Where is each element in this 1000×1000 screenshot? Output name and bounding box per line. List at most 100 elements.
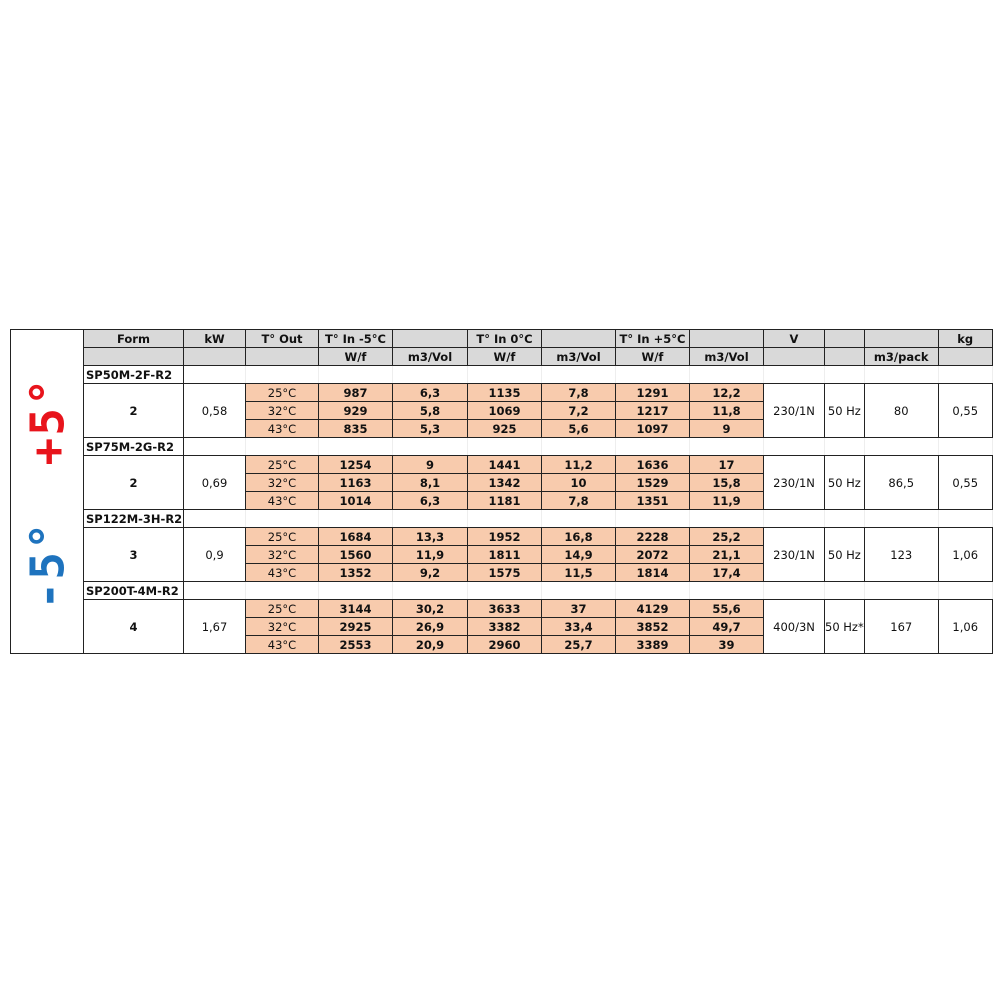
column-header: Form: [83, 329, 184, 348]
empty-cell: [183, 437, 246, 456]
value-cell: 3389: [615, 635, 690, 654]
empty-cell: [689, 437, 764, 456]
value-cell: 33,4: [541, 617, 616, 636]
empty-cell: [689, 509, 764, 528]
value-cell: 12,2: [689, 383, 764, 402]
value-cell: 11,8: [689, 401, 764, 420]
value-cell: 15,8: [689, 473, 764, 492]
kg-cell: 0,55: [937, 455, 993, 510]
header-row: +5° -5° Form kW T° Out T° In -5°C T° In 0°C T° …: [10, 329, 993, 654]
empty-cell: [689, 581, 764, 600]
value-cell: 25,2: [689, 527, 764, 546]
value-cell: 1014: [318, 491, 393, 510]
value-cell: 26,9: [392, 617, 468, 636]
column-header: [824, 329, 865, 348]
value-cell: 1181: [467, 491, 542, 510]
data-row: 43°C 2553 20,9 2960 25,7 3389 39: [11, 635, 993, 654]
value-cell: 1952: [467, 527, 542, 546]
empty-cell: [245, 365, 319, 384]
model-name: SP200T-4M-R2: [83, 581, 184, 600]
kw-cell: 1,67: [183, 599, 246, 654]
empty-cell: [467, 437, 542, 456]
column-subheader: m3/Vol: [689, 347, 764, 366]
value-cell: 2228: [615, 527, 690, 546]
empty-cell: [615, 365, 690, 384]
t-out-cell: 25°C: [245, 455, 319, 474]
m3-pack-cell: 86,5: [863, 455, 939, 510]
value-cell: 17,4: [689, 563, 764, 582]
data-row: 32°C 929 5,8 1069 7,2 1217 11,8: [11, 401, 993, 420]
data-row: 4 1,67 25°C 3144 30,2 3633 37 4129 55,6 400/3N 50 …: [11, 599, 993, 654]
empty-cell: [763, 581, 825, 600]
form-cell: 2: [83, 383, 184, 438]
empty-cell: [937, 509, 993, 528]
empty-cell: [824, 581, 865, 600]
value-cell: 11,9: [689, 491, 764, 510]
spec-table: +5° -5° Form kW T° Out T° In -5°C T° In 0°C T° …: [10, 329, 993, 654]
form-cell: 4: [83, 599, 184, 654]
column-subheader: [183, 347, 246, 366]
value-cell: 3852: [615, 617, 690, 636]
frequency-cell: 50 Hz: [824, 527, 865, 582]
empty-cell: [392, 437, 468, 456]
value-cell: 929: [318, 401, 393, 420]
value-cell: 1560: [318, 545, 393, 564]
column-header: T° In +5°C: [615, 329, 690, 348]
empty-cell: [615, 581, 690, 600]
empty-cell: [183, 509, 246, 528]
value-cell: 2553: [318, 635, 393, 654]
column-subheader: m3/Vol: [392, 347, 468, 366]
empty-cell: [937, 365, 993, 384]
t-out-cell: 32°C: [245, 617, 319, 636]
data-row: 3 0,9 25°C 1684 13,3 1952 16,8 2228 25,2 230/1N 50…: [11, 527, 993, 582]
value-cell: 13,3: [392, 527, 468, 546]
value-cell: 1342: [467, 473, 542, 492]
column-header: T° Out: [245, 329, 319, 348]
model-name: SP50M-2F-R2: [83, 365, 184, 384]
value-cell: 9: [392, 455, 468, 474]
kw-cell: 0,58: [183, 383, 246, 438]
value-cell: 2960: [467, 635, 542, 654]
kg-cell: 1,06: [937, 599, 993, 654]
empty-cell: [541, 581, 616, 600]
value-cell: 39: [689, 635, 764, 654]
value-cell: 835: [318, 419, 393, 438]
value-cell: 1291: [615, 383, 690, 402]
column-subheader: [824, 347, 865, 366]
empty-cell: [245, 509, 319, 528]
empty-cell: [824, 509, 865, 528]
value-cell: 30,2: [392, 599, 468, 618]
value-cell: 11,5: [541, 563, 616, 582]
t-out-cell: 43°C: [245, 419, 319, 438]
model-row: SP200T-4M-R2: [11, 581, 993, 600]
column-subheader: m3/pack: [863, 347, 939, 366]
value-cell: 7,8: [541, 491, 616, 510]
empty-cell: [615, 509, 690, 528]
column-header: [863, 329, 939, 348]
column-subheader: W/f: [467, 347, 542, 366]
value-cell: 987: [318, 383, 393, 402]
value-cell: 1097: [615, 419, 690, 438]
empty-cell: [467, 581, 542, 600]
value-cell: 14,9: [541, 545, 616, 564]
value-cell: 1529: [615, 473, 690, 492]
empty-cell: [541, 509, 616, 528]
frequency-cell: 50 Hz: [824, 383, 865, 438]
value-cell: 17: [689, 455, 764, 474]
empty-cell: [763, 437, 825, 456]
empty-cell: [541, 365, 616, 384]
t-out-cell: 25°C: [245, 383, 319, 402]
empty-cell: [318, 437, 393, 456]
empty-cell: [824, 365, 865, 384]
column-subheader: [83, 347, 184, 366]
t-out-cell: 25°C: [245, 527, 319, 546]
value-cell: 9: [689, 419, 764, 438]
value-cell: 11,2: [541, 455, 616, 474]
value-cell: 11,9: [392, 545, 468, 564]
empty-cell: [763, 365, 825, 384]
column-subheader: [937, 347, 993, 366]
empty-cell: [318, 509, 393, 528]
model-row: SP50M-2F-R2: [11, 365, 993, 384]
value-cell: 925: [467, 419, 542, 438]
kg-cell: 0,55: [937, 383, 993, 438]
